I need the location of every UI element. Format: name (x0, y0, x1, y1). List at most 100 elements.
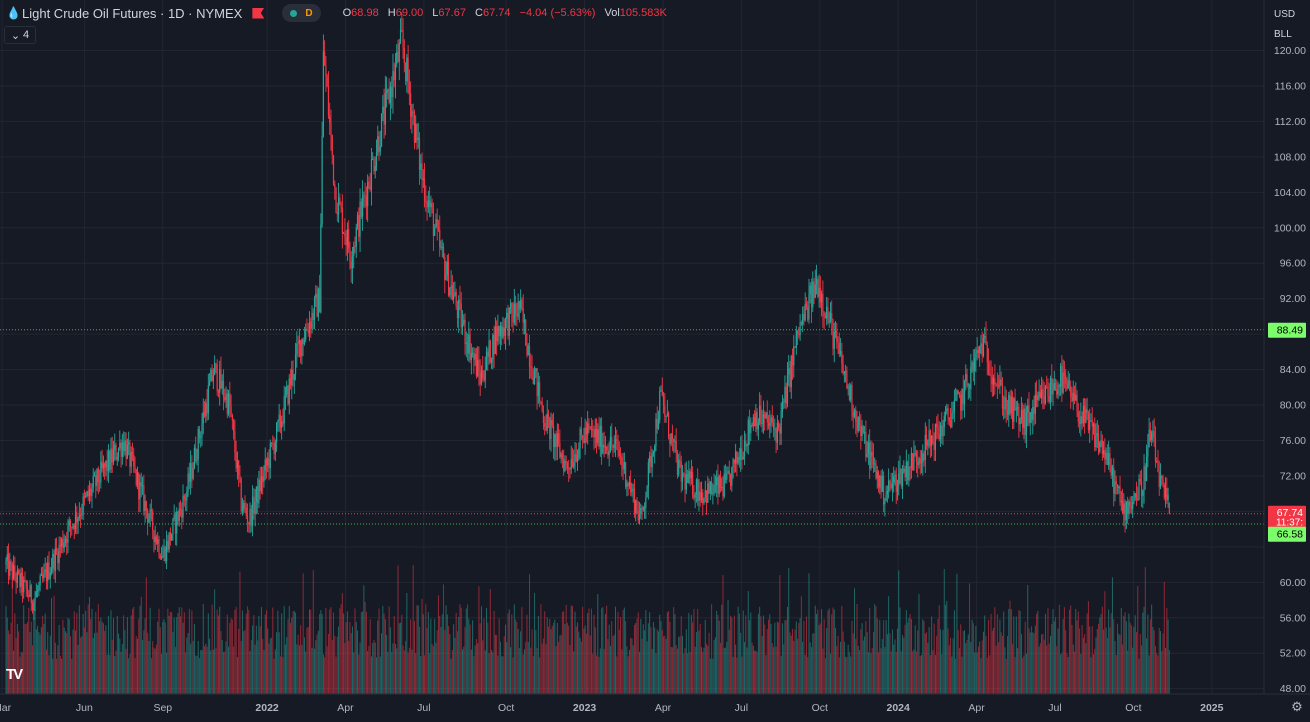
candle (303, 326, 306, 346)
volume-bar (1074, 651, 1076, 694)
volume-bar (311, 647, 313, 694)
volume-bar (43, 623, 45, 694)
candle (1035, 380, 1038, 408)
volume-bar (513, 604, 515, 694)
candle (1053, 370, 1055, 391)
volume-bar (298, 645, 300, 694)
volume-bar (451, 650, 453, 694)
volume-bar (1151, 604, 1153, 694)
candle (770, 414, 772, 433)
candle (547, 409, 550, 428)
volume-bar (511, 614, 513, 694)
flag-icon[interactable] (252, 7, 265, 19)
candle (666, 399, 668, 417)
candle (160, 547, 163, 560)
candle (603, 431, 605, 458)
candle (336, 202, 338, 222)
volume-bar (263, 649, 265, 694)
volume-bar (890, 651, 892, 694)
price-axis[interactable] (1264, 0, 1310, 722)
volume-bar (386, 634, 388, 694)
candle (501, 322, 503, 346)
candle (265, 457, 268, 479)
candle (143, 474, 145, 516)
volume-bar (262, 638, 264, 694)
candle (106, 449, 108, 481)
volume-bar (75, 630, 77, 694)
candle (681, 464, 684, 491)
volume-bar (635, 623, 637, 694)
candle (248, 521, 250, 533)
candle (918, 456, 920, 469)
candle (1097, 424, 1100, 456)
candle (1109, 446, 1111, 473)
volume-bar (192, 640, 194, 694)
x-tick-label: Jun (76, 702, 93, 714)
volume-bar (271, 637, 273, 694)
candle (29, 580, 31, 598)
candle (1013, 396, 1015, 429)
gear-icon[interactable]: ⚙ (1291, 699, 1303, 714)
candle (539, 375, 541, 408)
volume-bar (981, 640, 983, 694)
volume-bar (601, 608, 603, 694)
candle (520, 289, 522, 313)
candle (399, 18, 402, 45)
volume-bar (1065, 630, 1067, 694)
volume-bar (321, 614, 323, 694)
currency-button[interactable]: USD (1274, 8, 1296, 20)
volume-bar (1017, 647, 1019, 694)
volume-bar (540, 604, 542, 694)
candle (1161, 474, 1163, 486)
candle (721, 477, 723, 492)
volume-bar (367, 651, 369, 694)
volume-bar (283, 606, 285, 694)
volume-bar (370, 656, 372, 694)
unit-button[interactable]: BLL (1274, 28, 1292, 40)
indicators-toggle-button[interactable]: ⌄ 4 (4, 26, 36, 44)
volume-bar (817, 609, 819, 694)
volume-bar (431, 643, 433, 694)
volume-bar (422, 614, 424, 694)
volume-bar (1014, 656, 1016, 694)
high-value: 69.00 (395, 7, 424, 19)
candle (630, 470, 632, 496)
candle (411, 104, 413, 134)
volume-bar (58, 625, 60, 694)
tradingview-logo[interactable]: TV (6, 666, 23, 683)
volume-bar (477, 643, 479, 694)
volume-bar (683, 653, 685, 694)
volume-bar (296, 644, 298, 694)
candle (293, 373, 295, 394)
candle (55, 537, 58, 556)
volume-bar (556, 622, 558, 694)
candle (326, 73, 328, 88)
volume-bar (411, 649, 413, 694)
volume-bar (110, 610, 112, 694)
candle (947, 404, 949, 425)
symbol-title[interactable]: Light Crude Oil Futures · 1D · NYMEX (22, 5, 243, 21)
volume-bar (142, 640, 144, 694)
volume-bar (506, 642, 508, 694)
candle (659, 386, 661, 424)
market-status-pill[interactable]: D (282, 4, 321, 22)
volume-bar (48, 655, 50, 694)
candle (732, 457, 734, 479)
candle (503, 318, 505, 344)
candle (91, 483, 93, 509)
x-tick-label: 2023 (573, 702, 597, 714)
candle (93, 471, 96, 477)
volume-bar (229, 623, 231, 694)
candle (1147, 433, 1149, 468)
volume-bar (32, 645, 34, 694)
candle (557, 423, 560, 447)
volume-bar (1128, 613, 1130, 694)
volume-bar (836, 645, 838, 694)
candle (337, 182, 340, 223)
volume-bar (927, 642, 929, 694)
candle (632, 483, 634, 503)
candle (871, 441, 873, 469)
volume-bar (220, 630, 222, 694)
volume-bar (162, 621, 164, 694)
